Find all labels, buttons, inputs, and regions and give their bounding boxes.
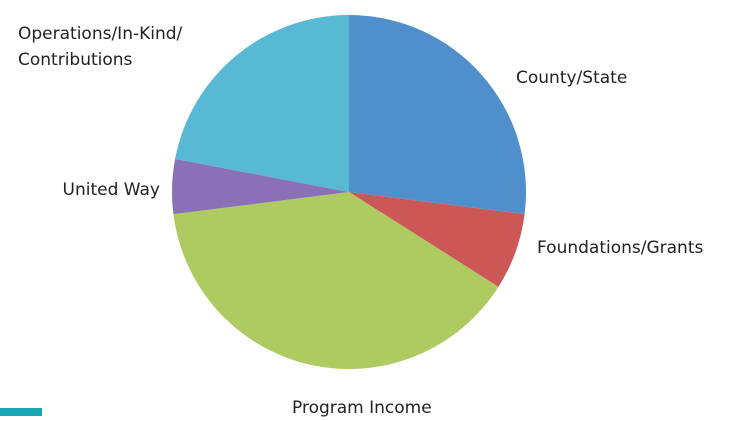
slice-label: United Way [62, 180, 160, 200]
pie-slice [349, 15, 526, 215]
accent-bar [0, 408, 42, 416]
pie-slice [349, 192, 525, 287]
slice-label: Foundations/Grants [537, 238, 704, 258]
pie-slice [173, 192, 499, 370]
pie-slice [172, 158, 349, 215]
slice-label: County/State [516, 68, 628, 88]
slice-label: Operations/In-Kind/ Contributions [18, 24, 183, 70]
slice-label: Program Income [292, 398, 432, 418]
pie-slice [175, 15, 349, 192]
